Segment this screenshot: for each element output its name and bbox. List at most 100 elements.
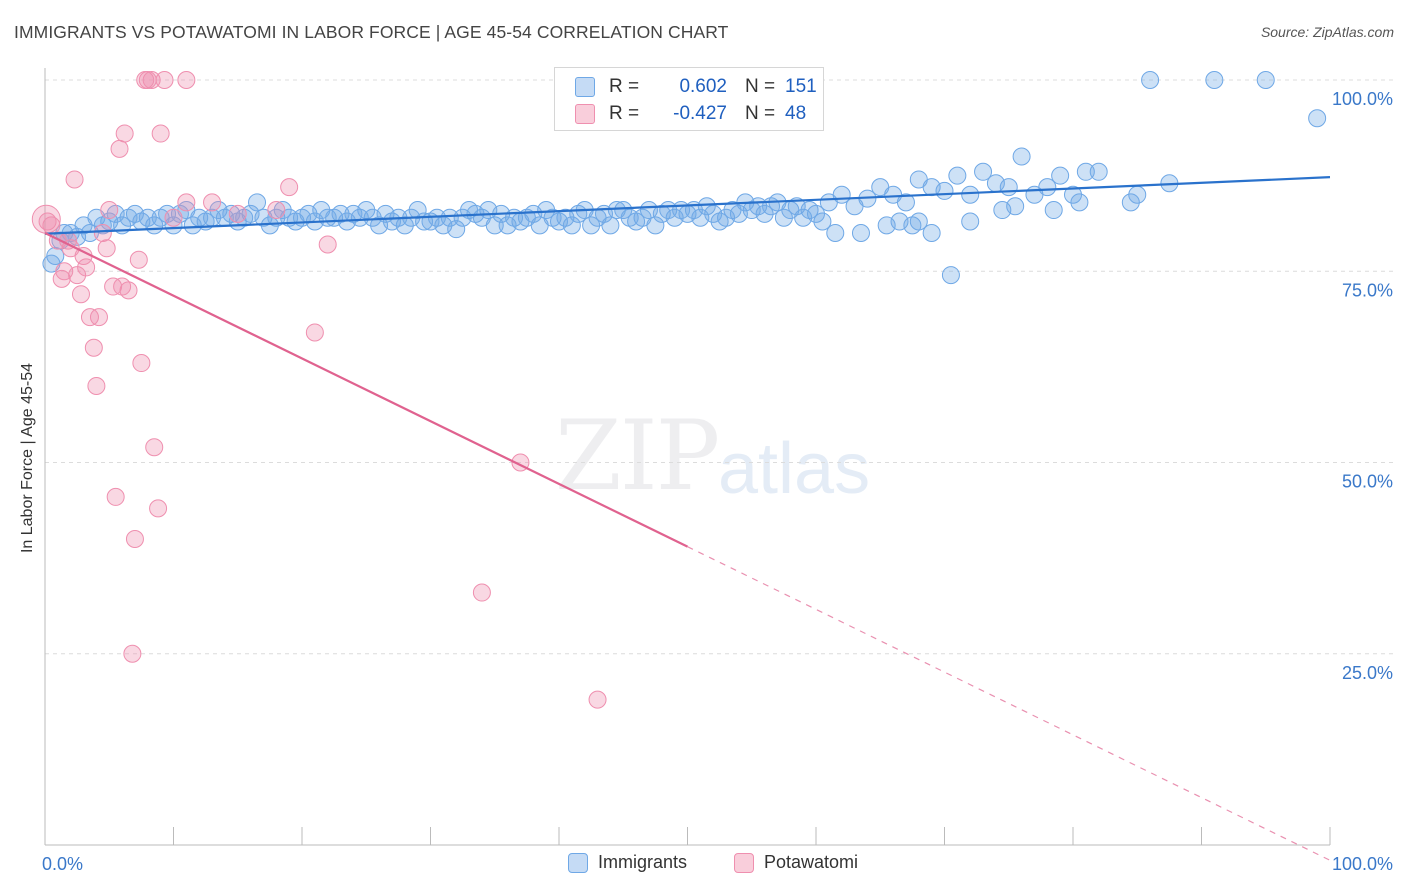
- immigrants-point: [1141, 71, 1160, 89]
- source-label: Source: ZipAtlas.com: [1260, 24, 1394, 40]
- watermark-atlas: atlas: [718, 429, 871, 509]
- immigrants-point: [774, 208, 793, 227]
- immigrants-legend-swatch: [568, 852, 588, 873]
- potawatomi-trend-line: [44, 232, 688, 548]
- potawatomi-point: [177, 193, 196, 212]
- potawatomi-point: [106, 487, 125, 506]
- potawatomi-point: [110, 139, 129, 158]
- potawatomi-point: [177, 71, 196, 89]
- immigrants-point: [537, 201, 556, 220]
- potawatomi-point: [151, 124, 170, 143]
- potawatomi-point: [132, 354, 151, 373]
- potawatomi-point: [93, 224, 112, 242]
- immigrants-point: [267, 208, 286, 227]
- immigrants-point: [1205, 71, 1224, 89]
- immigrants-point: [408, 201, 427, 220]
- immigrants-point: [260, 216, 279, 235]
- immigrants-point: [440, 208, 459, 227]
- immigrants-point: [948, 166, 967, 185]
- potawatomi-point: [71, 285, 90, 304]
- immigrants-point: [1006, 197, 1025, 216]
- immigrants-point: [1012, 147, 1031, 166]
- immigrants-point: [909, 212, 928, 231]
- immigrants-point: [896, 193, 915, 212]
- correlation-legend: R = 0.602 N = 151 R = -0.427 N = 48: [554, 67, 824, 131]
- immigrants-point: [807, 204, 825, 223]
- immigrants-point: [961, 212, 980, 231]
- immigrants-point: [331, 204, 350, 223]
- n-label: N =: [745, 103, 776, 124]
- potawatomi-legend-swatch: [734, 852, 754, 873]
- immigrants-point: [1038, 178, 1057, 197]
- immigrants-point: [1089, 162, 1108, 181]
- immigrants-point: [1051, 166, 1070, 185]
- immigrants-point: [974, 162, 993, 181]
- potawatomi-point: [318, 235, 337, 254]
- legend-item-immigrants[interactable]: Immigrants: [568, 852, 687, 873]
- n-label: N =: [745, 76, 776, 97]
- immigrants-point: [601, 216, 620, 235]
- r-label: R =: [609, 76, 640, 97]
- potawatomi-swatch: [575, 104, 595, 124]
- immigrants-point: [922, 224, 941, 242]
- immigrants-point: [1121, 193, 1140, 212]
- potawatomi-point: [115, 124, 134, 143]
- potawatomi-point: [125, 530, 144, 548]
- potawatomi-point: [97, 239, 116, 258]
- immigrants-point: [890, 212, 909, 231]
- immigrants-point: [164, 216, 183, 235]
- immigrants-point: [697, 197, 716, 216]
- immigrants-point: [1076, 162, 1095, 181]
- potawatomi-point: [228, 204, 247, 223]
- potawatomi-point: [588, 690, 607, 709]
- potawatomi-point: [267, 201, 286, 220]
- potawatomi-point: [68, 266, 87, 285]
- immigrants-point: [46, 246, 65, 265]
- y-tick-label: 75.0%: [1342, 280, 1393, 300]
- potawatomi-point: [129, 250, 148, 269]
- chart-title: IMMIGRANTS VS POTAWATOMI IN LABOR FORCE …: [14, 22, 729, 42]
- legend-item-potawatomi[interactable]: Potawatomi: [734, 852, 858, 873]
- x-tick-label: 100.0%: [1332, 854, 1393, 874]
- potawatomi-point: [155, 71, 174, 89]
- legend-label-immigrants: Immigrants: [598, 852, 688, 872]
- potawatomi-point: [149, 499, 168, 518]
- immigrants-point: [935, 181, 954, 200]
- potawatomi-point: [87, 377, 106, 395]
- potawatomi-point: [123, 644, 142, 663]
- y-tick-label: 50.0%: [1342, 472, 1393, 492]
- potawatomi-trend-extension: [687, 546, 1331, 861]
- potawatomi-point: [280, 178, 299, 197]
- immigrants-swatch: [575, 77, 595, 97]
- immigrants-point: [941, 266, 960, 285]
- legend-row-immigrants: R = 0.602 N = 151: [555, 73, 825, 101]
- potawatomi-point: [305, 323, 324, 342]
- r-label: R =: [609, 103, 640, 124]
- immigrants-point: [1256, 71, 1275, 89]
- n-value: 48: [785, 103, 807, 124]
- immigrants-point: [562, 216, 581, 235]
- immigrants-point: [851, 224, 870, 242]
- potawatomi-point: [31, 204, 61, 234]
- series-legend: Immigrants Potawatomi: [0, 852, 1406, 878]
- immigrants-point: [485, 216, 504, 235]
- immigrants-point: [1070, 193, 1089, 212]
- y-tick-label: 100.0%: [1332, 89, 1393, 109]
- immigrants-point: [138, 208, 157, 227]
- potawatomi-point: [472, 583, 491, 602]
- r-value: -0.427: [673, 103, 727, 124]
- potawatomi-point: [164, 208, 183, 227]
- immigrants-trend-line: [44, 176, 1331, 235]
- immigrants-point: [614, 201, 633, 220]
- immigrants-point: [1308, 109, 1327, 128]
- legend-row-potawatomi: R = -0.427 N = 48: [555, 100, 825, 128]
- potawatomi-point: [65, 170, 84, 189]
- immigrants-point: [813, 212, 832, 231]
- r-value: 0.602: [679, 76, 727, 97]
- immigrants-point: [646, 216, 665, 235]
- potawatomi-point: [89, 308, 108, 327]
- immigrants-point: [447, 220, 466, 239]
- immigrants-point: [961, 185, 980, 204]
- immigrants-point: [1044, 201, 1063, 220]
